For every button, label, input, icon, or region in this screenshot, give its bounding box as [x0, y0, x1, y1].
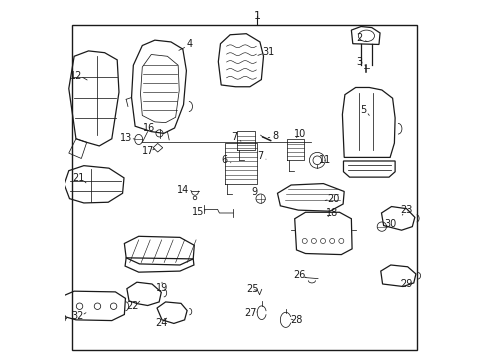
Text: 8: 8: [272, 131, 278, 140]
Text: 4: 4: [186, 40, 193, 49]
Text: 31: 31: [262, 46, 274, 57]
Text: 6: 6: [221, 155, 226, 165]
Text: 24: 24: [155, 318, 167, 328]
Text: 13: 13: [120, 133, 132, 143]
Text: 32: 32: [71, 311, 84, 321]
Text: 7: 7: [257, 151, 263, 161]
Text: 16: 16: [143, 123, 155, 133]
Text: 25: 25: [245, 284, 258, 294]
Text: 19: 19: [156, 283, 168, 293]
Text: 5: 5: [360, 105, 366, 115]
Text: 18: 18: [325, 208, 337, 218]
Text: 3: 3: [355, 57, 362, 67]
Text: 11: 11: [319, 155, 331, 165]
Text: 9: 9: [251, 187, 257, 197]
Text: 30: 30: [383, 219, 395, 229]
Text: 27: 27: [244, 308, 257, 318]
Text: 17: 17: [142, 145, 154, 156]
Text: 23: 23: [400, 206, 412, 216]
Text: 21: 21: [73, 173, 85, 183]
Text: 28: 28: [290, 315, 302, 325]
Text: 22: 22: [126, 301, 139, 311]
Text: 2: 2: [355, 33, 362, 43]
Text: 7: 7: [231, 132, 237, 142]
Text: 29: 29: [400, 279, 412, 289]
Text: 15: 15: [191, 207, 203, 217]
Text: 26: 26: [293, 270, 305, 280]
Text: 20: 20: [326, 194, 339, 204]
Text: 14: 14: [177, 185, 189, 195]
Text: 12: 12: [70, 71, 82, 81]
Text: 1: 1: [253, 11, 260, 21]
Text: 10: 10: [294, 129, 306, 139]
